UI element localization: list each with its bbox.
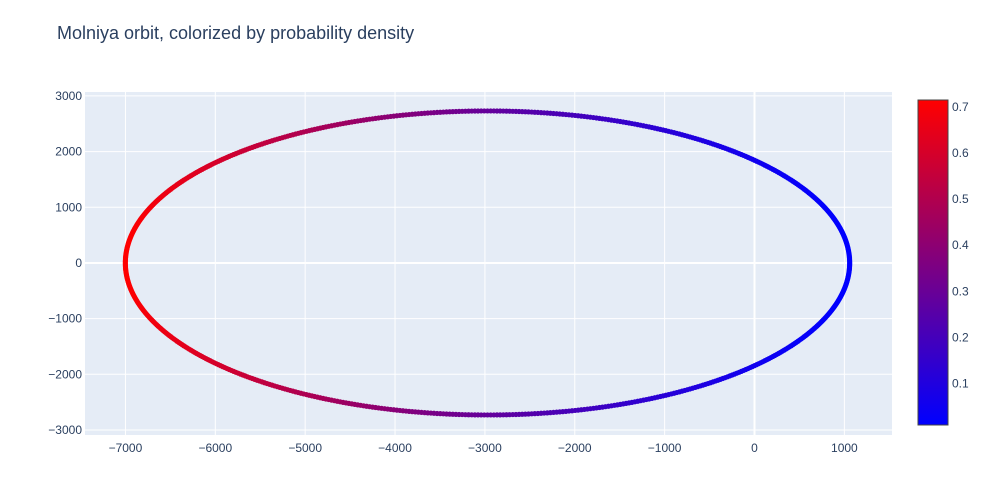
colorbar-tick-label: 0.4	[952, 238, 969, 252]
colorbar-tick-label: 0.7	[952, 100, 969, 114]
x-tick-label: −4000	[378, 441, 412, 455]
y-tick-label: 0	[75, 256, 82, 270]
x-tick-label: 0	[751, 441, 758, 455]
x-tick-label: 1000	[831, 441, 858, 455]
y-tick-label: −2000	[48, 367, 82, 381]
y-axis-ticks: 3000 2000 1000 0 −1000 −2000 −3000	[48, 89, 82, 437]
y-tick-label: −1000	[48, 312, 82, 326]
chart-title: Molniya orbit, colorized by probability …	[57, 23, 415, 43]
colorbar	[917, 99, 949, 426]
orbit-point	[847, 261, 853, 267]
y-tick-label: −3000	[48, 423, 82, 437]
x-tick-label: −5000	[288, 441, 322, 455]
colorbar-tick-label: 0.2	[952, 330, 969, 344]
x-tick-label: −6000	[198, 441, 232, 455]
colorbar-tick-label: 0.3	[952, 284, 969, 298]
x-tick-label: −2000	[558, 441, 592, 455]
orbit-markers	[122, 108, 853, 418]
y-tick-label: 2000	[55, 145, 82, 159]
x-tick-label: −7000	[109, 441, 143, 455]
colorbar-tick-label: 0.5	[952, 192, 969, 206]
colorbar-tick-label: 0.1	[952, 377, 969, 391]
colorbar-ticks: 0.1 0.2 0.3 0.4 0.5 0.6 0.7	[952, 100, 969, 391]
colorbar-tick-label: 0.6	[952, 146, 969, 160]
x-axis-ticks: −7000 −6000 −5000 −4000 −3000 −2000 −1000 0 1000	[109, 441, 858, 455]
x-tick-label: −3000	[468, 441, 502, 455]
y-tick-label: 1000	[55, 200, 82, 214]
y-tick-label: 3000	[55, 89, 82, 103]
x-tick-label: −1000	[648, 441, 682, 455]
